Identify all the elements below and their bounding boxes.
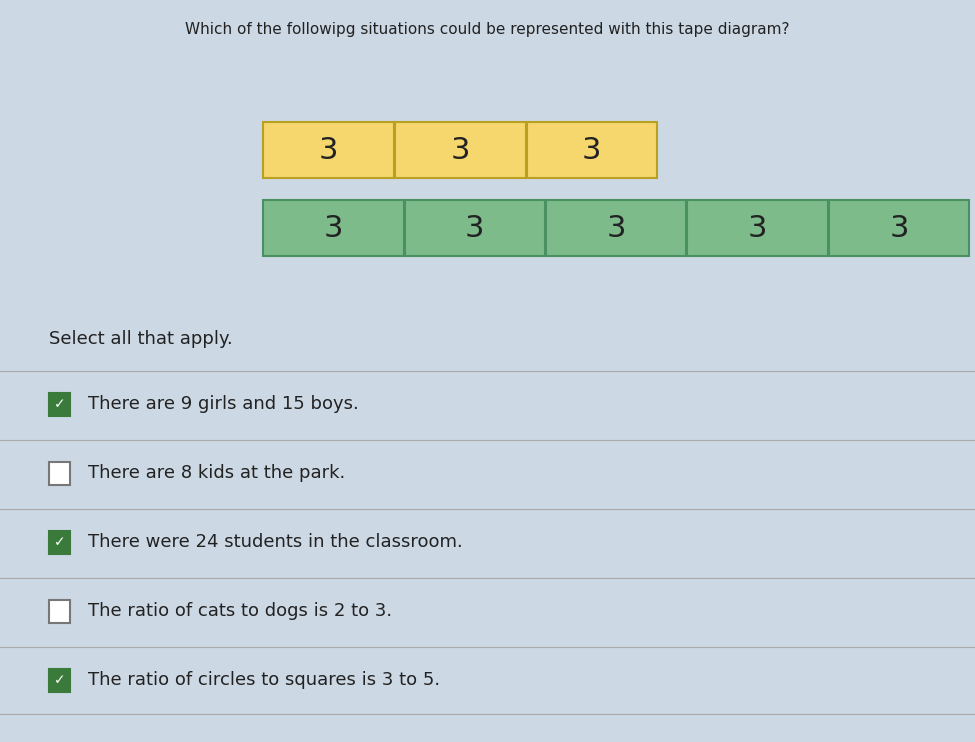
FancyBboxPatch shape: [49, 462, 70, 485]
Text: 3: 3: [748, 214, 767, 243]
FancyBboxPatch shape: [49, 531, 70, 554]
Text: ✓: ✓: [54, 398, 65, 411]
Text: The ratio of cats to dogs is 2 to 3.: The ratio of cats to dogs is 2 to 3.: [88, 603, 392, 620]
Text: 3: 3: [465, 214, 485, 243]
Text: Select all that apply.: Select all that apply.: [49, 330, 232, 348]
FancyBboxPatch shape: [49, 600, 70, 623]
Text: There were 24 students in the classroom.: There were 24 students in the classroom.: [88, 533, 462, 551]
FancyBboxPatch shape: [829, 200, 969, 256]
Text: 3: 3: [319, 136, 338, 165]
FancyBboxPatch shape: [405, 200, 545, 256]
Text: 3: 3: [324, 214, 343, 243]
Text: Which of the followipg situations could be represented with this tape diagram?: Which of the followipg situations could …: [185, 22, 790, 37]
Text: ✓: ✓: [54, 674, 65, 687]
FancyBboxPatch shape: [546, 200, 686, 256]
Text: 3: 3: [450, 136, 470, 165]
FancyBboxPatch shape: [263, 122, 394, 178]
Text: There are 8 kids at the park.: There are 8 kids at the park.: [88, 464, 345, 482]
Text: 3: 3: [606, 214, 626, 243]
FancyBboxPatch shape: [49, 669, 70, 692]
Text: 3: 3: [582, 136, 602, 165]
Text: ✓: ✓: [54, 536, 65, 549]
Text: 3: 3: [889, 214, 909, 243]
Text: There are 9 girls and 15 boys.: There are 9 girls and 15 boys.: [88, 395, 359, 413]
FancyBboxPatch shape: [687, 200, 828, 256]
FancyBboxPatch shape: [263, 200, 404, 256]
FancyBboxPatch shape: [395, 122, 526, 178]
FancyBboxPatch shape: [49, 393, 70, 416]
FancyBboxPatch shape: [526, 122, 657, 178]
Text: The ratio of circles to squares is 3 to 5.: The ratio of circles to squares is 3 to …: [88, 672, 440, 689]
